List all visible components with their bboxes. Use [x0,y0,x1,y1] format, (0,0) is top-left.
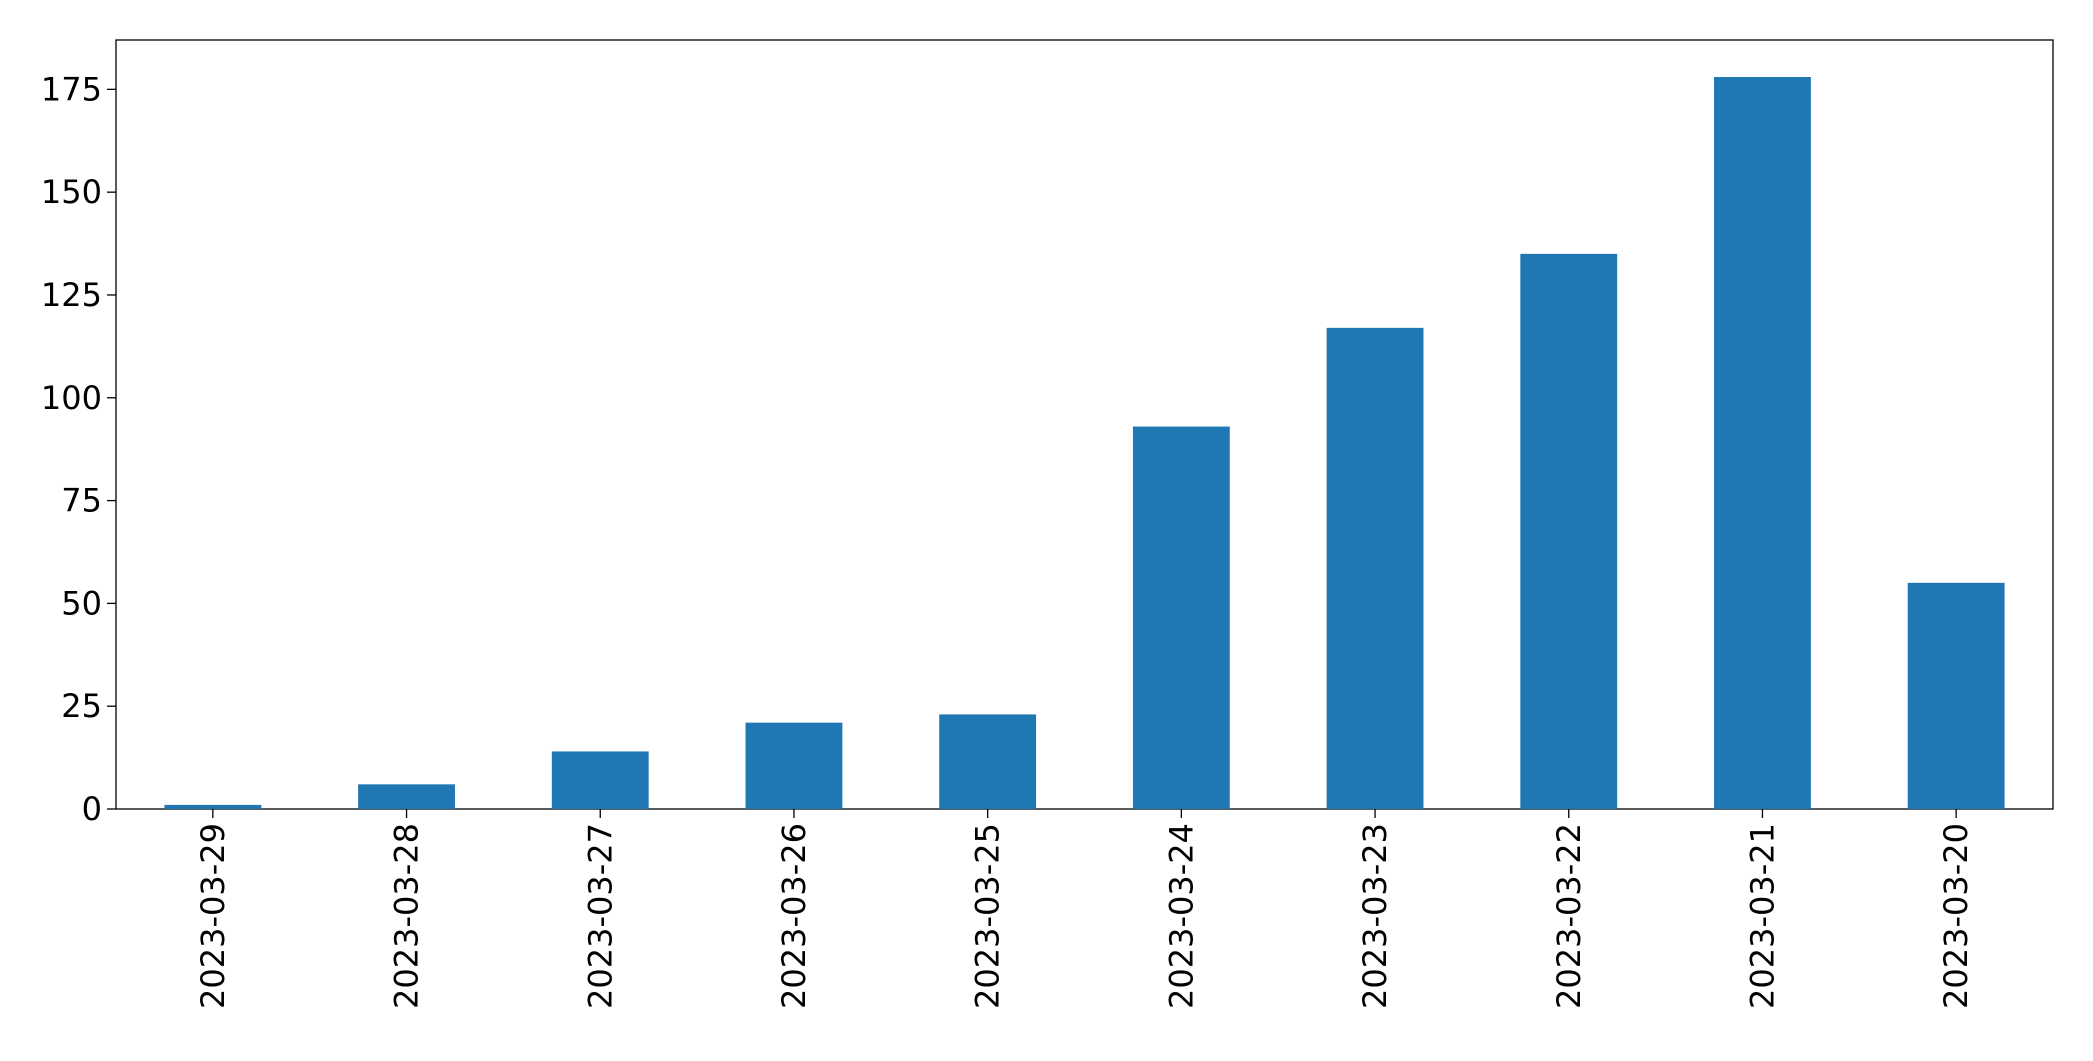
bar [1326,327,1424,809]
x-tick-label: 2023-03-28 [388,823,426,1009]
bar [551,751,649,809]
y-tick-label: 100 [41,379,102,417]
x-tick-label: 2023-03-25 [969,823,1007,1009]
bar [939,714,1037,809]
bar [1907,582,2005,809]
y-tick-label: 50 [61,584,102,622]
x-tick-label: 2023-03-26 [775,823,813,1009]
bar [1520,253,1618,809]
bar [1714,77,1811,810]
x-tick-label: 2023-03-29 [194,823,232,1009]
bar [1132,426,1230,809]
x-tick-label: 2023-03-23 [1356,823,1394,1009]
plot-frame [115,39,2054,810]
bar [164,804,262,809]
y-tick-label: 25 [61,687,102,725]
bar [358,784,455,809]
x-tick-label: 2023-03-22 [1550,823,1588,1009]
y-tick-label: 175 [41,70,102,108]
y-tick-label: 125 [41,276,102,314]
y-tick-label: 75 [61,482,102,520]
y-tick-label: 150 [41,173,102,211]
x-tick-label: 2023-03-24 [1162,823,1200,1009]
x-tick-label: 2023-03-27 [581,823,619,1009]
bar [745,722,843,809]
x-tick-label: 2023-03-20 [1937,823,1975,1009]
y-tick-label: 0 [82,790,102,828]
x-tick-label: 2023-03-21 [1743,823,1781,1009]
